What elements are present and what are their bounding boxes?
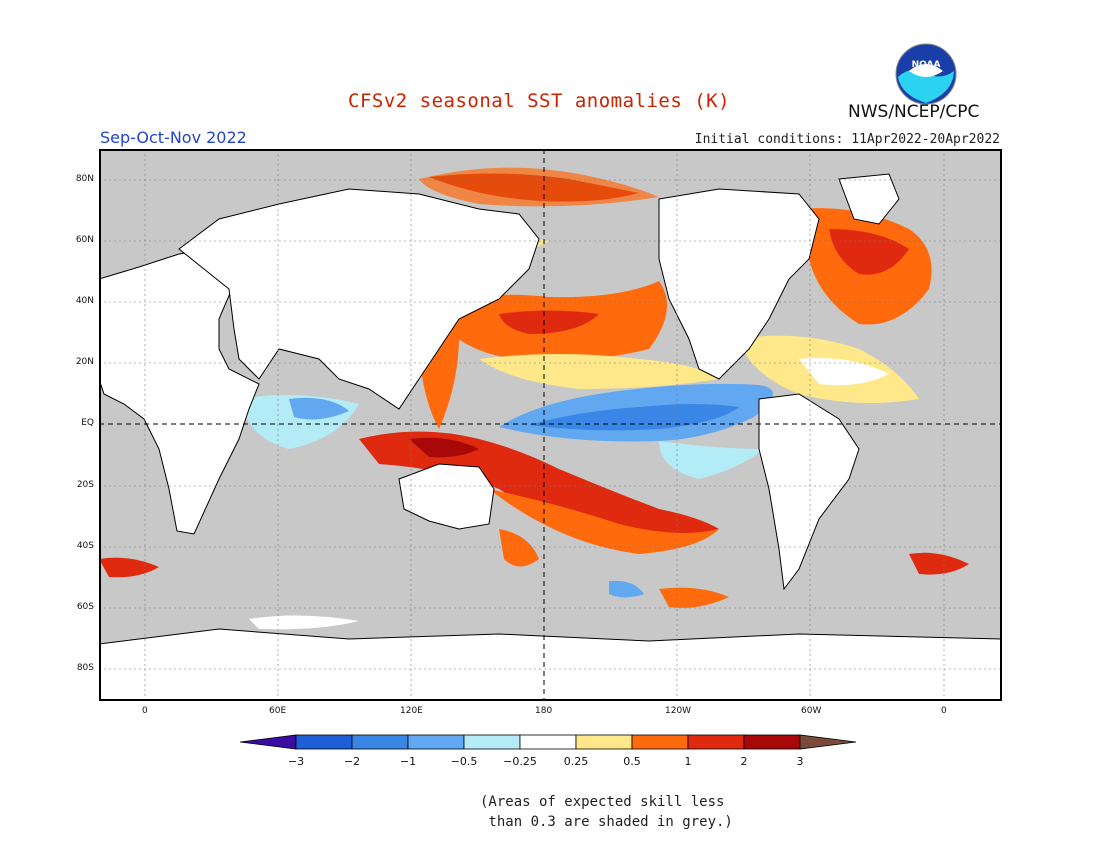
sst-anomaly-map — [99, 149, 1002, 701]
season-label: Sep-Oct-Nov 2022 — [100, 128, 247, 147]
australia-landmass — [398, 463, 495, 530]
graticule — [99, 149, 1002, 701]
antarctica-landmass — [99, 628, 1002, 701]
colorbar-arrow-high — [799, 734, 857, 750]
map-title: CFSv2 seasonal SST anomalies (K) — [348, 90, 731, 112]
colorbar-arrow-low — [240, 734, 297, 750]
lat-label: 40S — [76, 541, 94, 551]
colorbar-swatch — [687, 734, 745, 750]
colorbar-tick-label: −1 — [400, 755, 416, 768]
lon-label: 120W — [665, 706, 692, 716]
north-america-landmass — [658, 188, 820, 380]
colorbar-swatch — [631, 734, 689, 750]
skill-note-line-1: (Areas of expected skill less — [480, 794, 725, 810]
longitude-labels: 0 60E 120E 180 120W 60W 0 — [99, 706, 1002, 720]
colorbar-swatch — [575, 734, 633, 750]
noaa-logo-text: NOAA — [912, 60, 941, 70]
lat-label: 40N — [75, 296, 94, 306]
agency-label: NWS/NCEP/CPC — [848, 102, 980, 122]
lon-label: 60W — [801, 706, 822, 716]
colorbar-swatch — [463, 734, 521, 750]
colorbar-swatch — [295, 734, 353, 750]
lon-label: 180 — [535, 706, 553, 716]
lon-label: 60E — [269, 706, 287, 716]
colorbar-tick-label: −2 — [344, 755, 360, 768]
south-america-landmass — [758, 393, 860, 591]
skill-note-line-2: than 0.3 are shaded in grey.) — [480, 814, 733, 830]
lat-label: 60N — [75, 235, 94, 245]
lat-label: 80S — [76, 663, 94, 673]
lon-label: 0 — [941, 706, 947, 716]
colorbar-tick-label: 2 — [741, 755, 748, 768]
colorbar: −3 −2 −1 −0.5 −0.25 0.25 0.5 1 2 3 — [240, 734, 857, 768]
lon-label: 0 — [142, 706, 148, 716]
noaa-logo: NOAA — [895, 43, 957, 109]
colorbar-tick-label: 1 — [685, 755, 692, 768]
colorbar-tick-label: −0.5 — [451, 755, 478, 768]
skill-note: (Areas of expected skill less than 0.3 a… — [480, 792, 733, 832]
eurasia-landmass — [178, 188, 540, 410]
lat-label: 20S — [76, 480, 94, 490]
lat-label: 80N — [75, 174, 94, 184]
colorbar-tick-label: −0.25 — [503, 755, 537, 768]
colorbar-tick-label: −3 — [288, 755, 304, 768]
latitude-labels: 80N 60N 40N 20N EQ 20S 40S 60S 80S — [60, 149, 94, 701]
colorbar-tick-label: 0.25 — [564, 755, 589, 768]
colorbar-swatch — [743, 734, 801, 750]
map-frame — [99, 149, 1002, 701]
colorbar-swatch — [407, 734, 465, 750]
lat-label: 20N — [75, 357, 94, 367]
land-masses — [99, 173, 1002, 701]
lat-label: EQ — [81, 418, 94, 428]
colorbar-swatch — [519, 734, 577, 750]
colorbar-swatch — [351, 734, 409, 750]
lon-label: 120E — [400, 706, 423, 716]
sw-pacific-warm — [359, 431, 719, 538]
colorbar-tick-label: 3 — [797, 755, 804, 768]
greenland-landmass — [838, 173, 900, 225]
lat-label: 60S — [76, 602, 94, 612]
colorbar-tick-label: 0.5 — [623, 755, 641, 768]
initial-conditions-label: Initial conditions: 11Apr2022-20Apr2022 — [694, 132, 1000, 147]
